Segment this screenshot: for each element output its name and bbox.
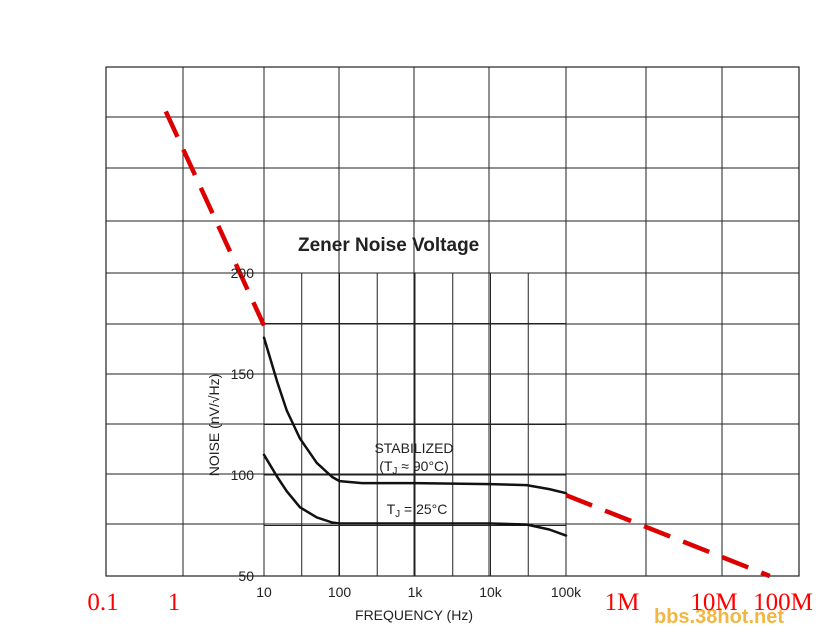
chart-title: Zener Noise Voltage [298,235,479,256]
y-axis-label: NOISE (nV/√Hz) [206,374,222,477]
y-tick-label: 200 [231,265,255,281]
y-tick-label: 100 [231,467,255,483]
series-line [262,336,568,495]
series-label-stabilized-line2: (TJ ≈ 90°C) [379,458,449,477]
extended-x-tick-label: 10M [690,589,737,616]
x-tick-label: 1k [408,584,424,600]
x-tick-label: 100 [328,584,352,600]
extended-x-tick-label: 1M [605,589,640,616]
x-tick-label: 10 [256,584,272,600]
plot-grid [263,272,567,577]
extended-x-tick-label: 0.1 [87,589,118,616]
labels: Zener Noise Voltage FREQUENCY (Hz) NOISE… [87,235,812,628]
x-tick-label: 10k [479,584,503,600]
series-lines [163,110,771,579]
extended-x-tick-label: 100M [753,589,813,616]
y-tick-label: 150 [231,366,255,382]
extrapolation-line [163,110,267,327]
y-tick-label: 50 [238,568,254,584]
series-label-stabilized-line1: STABILIZED [374,440,453,456]
series-label-25c: TJ = 25°C [387,501,448,520]
extrapolation-line [565,493,771,579]
extended-x-tick-label: 1 [168,589,181,616]
watermark: bbs.38hot.net [654,606,784,628]
series-line [262,453,568,537]
x-tick-label: 100k [551,584,582,600]
x-axis-label: FREQUENCY (Hz) [355,607,473,623]
